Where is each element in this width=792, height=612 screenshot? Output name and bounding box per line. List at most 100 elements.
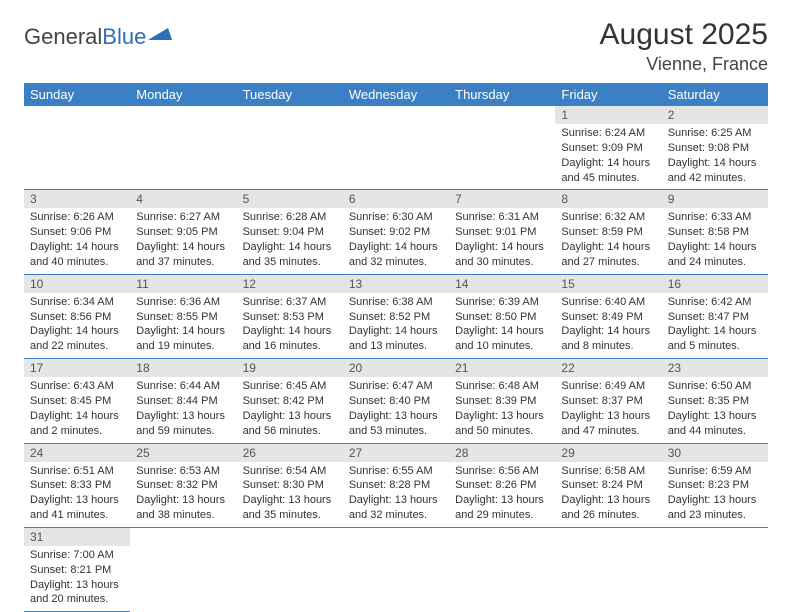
title-block: August 2025 Vienne, France xyxy=(600,18,768,75)
calendar-cell: 3Sunrise: 6:26 AMSunset: 9:06 PMDaylight… xyxy=(24,190,130,274)
day-details: Sunrise: 6:51 AMSunset: 8:33 PMDaylight:… xyxy=(24,462,130,527)
sunset-text: Sunset: 8:26 PM xyxy=(455,478,549,493)
calendar-row: 10Sunrise: 6:34 AMSunset: 8:56 PMDayligh… xyxy=(24,274,768,358)
day-details: Sunrise: 6:28 AMSunset: 9:04 PMDaylight:… xyxy=(237,208,343,273)
day-number: 6 xyxy=(343,190,449,208)
calendar-cell: 12Sunrise: 6:37 AMSunset: 8:53 PMDayligh… xyxy=(237,274,343,358)
sunrise-text: Sunrise: 6:28 AM xyxy=(243,210,337,225)
calendar-cell: 26Sunrise: 6:54 AMSunset: 8:30 PMDayligh… xyxy=(237,443,343,527)
day-number: 10 xyxy=(24,275,130,293)
sunset-text: Sunset: 8:40 PM xyxy=(349,394,443,409)
sunset-text: Sunset: 8:23 PM xyxy=(668,478,762,493)
sunrise-text: Sunrise: 6:51 AM xyxy=(30,464,124,479)
daylight-text: Daylight: 13 hours and 41 minutes. xyxy=(30,493,124,523)
sunrise-text: Sunrise: 7:00 AM xyxy=(30,548,124,563)
sunset-text: Sunset: 8:58 PM xyxy=(668,225,762,240)
calendar-cell: 5Sunrise: 6:28 AMSunset: 9:04 PMDaylight… xyxy=(237,190,343,274)
day-details: Sunrise: 6:58 AMSunset: 8:24 PMDaylight:… xyxy=(555,462,661,527)
day-details: Sunrise: 6:40 AMSunset: 8:49 PMDaylight:… xyxy=(555,293,661,358)
sunrise-text: Sunrise: 6:44 AM xyxy=(136,379,230,394)
day-details: Sunrise: 6:50 AMSunset: 8:35 PMDaylight:… xyxy=(662,377,768,442)
daylight-text: Daylight: 14 hours and 2 minutes. xyxy=(30,409,124,439)
daylight-text: Daylight: 13 hours and 32 minutes. xyxy=(349,493,443,523)
day-number: 23 xyxy=(662,359,768,377)
sunset-text: Sunset: 8:33 PM xyxy=(30,478,124,493)
day-details: Sunrise: 6:59 AMSunset: 8:23 PMDaylight:… xyxy=(662,462,768,527)
weekday-header: Monday xyxy=(130,83,236,106)
daylight-text: Daylight: 13 hours and 26 minutes. xyxy=(561,493,655,523)
day-number: 18 xyxy=(130,359,236,377)
sunrise-text: Sunrise: 6:42 AM xyxy=(668,295,762,310)
sunrise-text: Sunrise: 6:36 AM xyxy=(136,295,230,310)
day-number: 22 xyxy=(555,359,661,377)
day-number: 14 xyxy=(449,275,555,293)
sunset-text: Sunset: 8:42 PM xyxy=(243,394,337,409)
day-details: Sunrise: 6:43 AMSunset: 8:45 PMDaylight:… xyxy=(24,377,130,442)
calendar-cell: 30Sunrise: 6:59 AMSunset: 8:23 PMDayligh… xyxy=(662,443,768,527)
daylight-text: Daylight: 13 hours and 47 minutes. xyxy=(561,409,655,439)
sunrise-text: Sunrise: 6:56 AM xyxy=(455,464,549,479)
sunrise-text: Sunrise: 6:30 AM xyxy=(349,210,443,225)
calendar-row: 24Sunrise: 6:51 AMSunset: 8:33 PMDayligh… xyxy=(24,443,768,527)
daylight-text: Daylight: 13 hours and 23 minutes. xyxy=(668,493,762,523)
calendar-cell: 25Sunrise: 6:53 AMSunset: 8:32 PMDayligh… xyxy=(130,443,236,527)
day-details: Sunrise: 7:00 AMSunset: 8:21 PMDaylight:… xyxy=(24,546,130,611)
day-details: Sunrise: 6:27 AMSunset: 9:05 PMDaylight:… xyxy=(130,208,236,273)
daylight-text: Daylight: 13 hours and 56 minutes. xyxy=(243,409,337,439)
day-details: Sunrise: 6:44 AMSunset: 8:44 PMDaylight:… xyxy=(130,377,236,442)
sunrise-text: Sunrise: 6:37 AM xyxy=(243,295,337,310)
sunrise-text: Sunrise: 6:32 AM xyxy=(561,210,655,225)
sunrise-text: Sunrise: 6:58 AM xyxy=(561,464,655,479)
sunset-text: Sunset: 8:21 PM xyxy=(30,563,124,578)
calendar-row: 3Sunrise: 6:26 AMSunset: 9:06 PMDaylight… xyxy=(24,190,768,274)
calendar-cell: 24Sunrise: 6:51 AMSunset: 8:33 PMDayligh… xyxy=(24,443,130,527)
day-number: 17 xyxy=(24,359,130,377)
sunset-text: Sunset: 8:55 PM xyxy=(136,310,230,325)
calendar-cell xyxy=(343,527,449,611)
calendar-cell: 16Sunrise: 6:42 AMSunset: 8:47 PMDayligh… xyxy=(662,274,768,358)
sunset-text: Sunset: 8:35 PM xyxy=(668,394,762,409)
sunset-text: Sunset: 8:45 PM xyxy=(30,394,124,409)
sunrise-text: Sunrise: 6:34 AM xyxy=(30,295,124,310)
daylight-text: Daylight: 14 hours and 5 minutes. xyxy=(668,324,762,354)
calendar-cell: 23Sunrise: 6:50 AMSunset: 8:35 PMDayligh… xyxy=(662,359,768,443)
sunrise-text: Sunrise: 6:47 AM xyxy=(349,379,443,394)
day-details: Sunrise: 6:36 AMSunset: 8:55 PMDaylight:… xyxy=(130,293,236,358)
daylight-text: Daylight: 13 hours and 20 minutes. xyxy=(30,578,124,608)
sunset-text: Sunset: 9:08 PM xyxy=(668,141,762,156)
day-number: 9 xyxy=(662,190,768,208)
sunset-text: Sunset: 8:24 PM xyxy=(561,478,655,493)
daylight-text: Daylight: 14 hours and 32 minutes. xyxy=(349,240,443,270)
calendar-cell xyxy=(662,527,768,611)
calendar-cell: 27Sunrise: 6:55 AMSunset: 8:28 PMDayligh… xyxy=(343,443,449,527)
day-number: 20 xyxy=(343,359,449,377)
logo-text-2: Blue xyxy=(102,24,146,49)
day-details: Sunrise: 6:30 AMSunset: 9:02 PMDaylight:… xyxy=(343,208,449,273)
sunrise-text: Sunrise: 6:55 AM xyxy=(349,464,443,479)
sunrise-text: Sunrise: 6:45 AM xyxy=(243,379,337,394)
day-details: Sunrise: 6:38 AMSunset: 8:52 PMDaylight:… xyxy=(343,293,449,358)
sunrise-text: Sunrise: 6:38 AM xyxy=(349,295,443,310)
day-details: Sunrise: 6:32 AMSunset: 8:59 PMDaylight:… xyxy=(555,208,661,273)
day-number: 16 xyxy=(662,275,768,293)
logo-text: GeneralBlue xyxy=(24,24,146,50)
day-details: Sunrise: 6:26 AMSunset: 9:06 PMDaylight:… xyxy=(24,208,130,273)
calendar-cell: 14Sunrise: 6:39 AMSunset: 8:50 PMDayligh… xyxy=(449,274,555,358)
daylight-text: Daylight: 14 hours and 40 minutes. xyxy=(30,240,124,270)
calendar-cell: 29Sunrise: 6:58 AMSunset: 8:24 PMDayligh… xyxy=(555,443,661,527)
sunset-text: Sunset: 9:09 PM xyxy=(561,141,655,156)
daylight-text: Daylight: 14 hours and 24 minutes. xyxy=(668,240,762,270)
daylight-text: Daylight: 14 hours and 10 minutes. xyxy=(455,324,549,354)
day-details: Sunrise: 6:37 AMSunset: 8:53 PMDaylight:… xyxy=(237,293,343,358)
weekday-header-row: SundayMondayTuesdayWednesdayThursdayFrid… xyxy=(24,83,768,106)
sunrise-text: Sunrise: 6:24 AM xyxy=(561,126,655,141)
calendar-table: SundayMondayTuesdayWednesdayThursdayFrid… xyxy=(24,83,768,612)
calendar-cell xyxy=(449,106,555,190)
daylight-text: Daylight: 14 hours and 45 minutes. xyxy=(561,156,655,186)
day-number: 15 xyxy=(555,275,661,293)
day-number: 11 xyxy=(130,275,236,293)
sunrise-text: Sunrise: 6:26 AM xyxy=(30,210,124,225)
sunrise-text: Sunrise: 6:40 AM xyxy=(561,295,655,310)
daylight-text: Daylight: 14 hours and 42 minutes. xyxy=(668,156,762,186)
daylight-text: Daylight: 14 hours and 16 minutes. xyxy=(243,324,337,354)
